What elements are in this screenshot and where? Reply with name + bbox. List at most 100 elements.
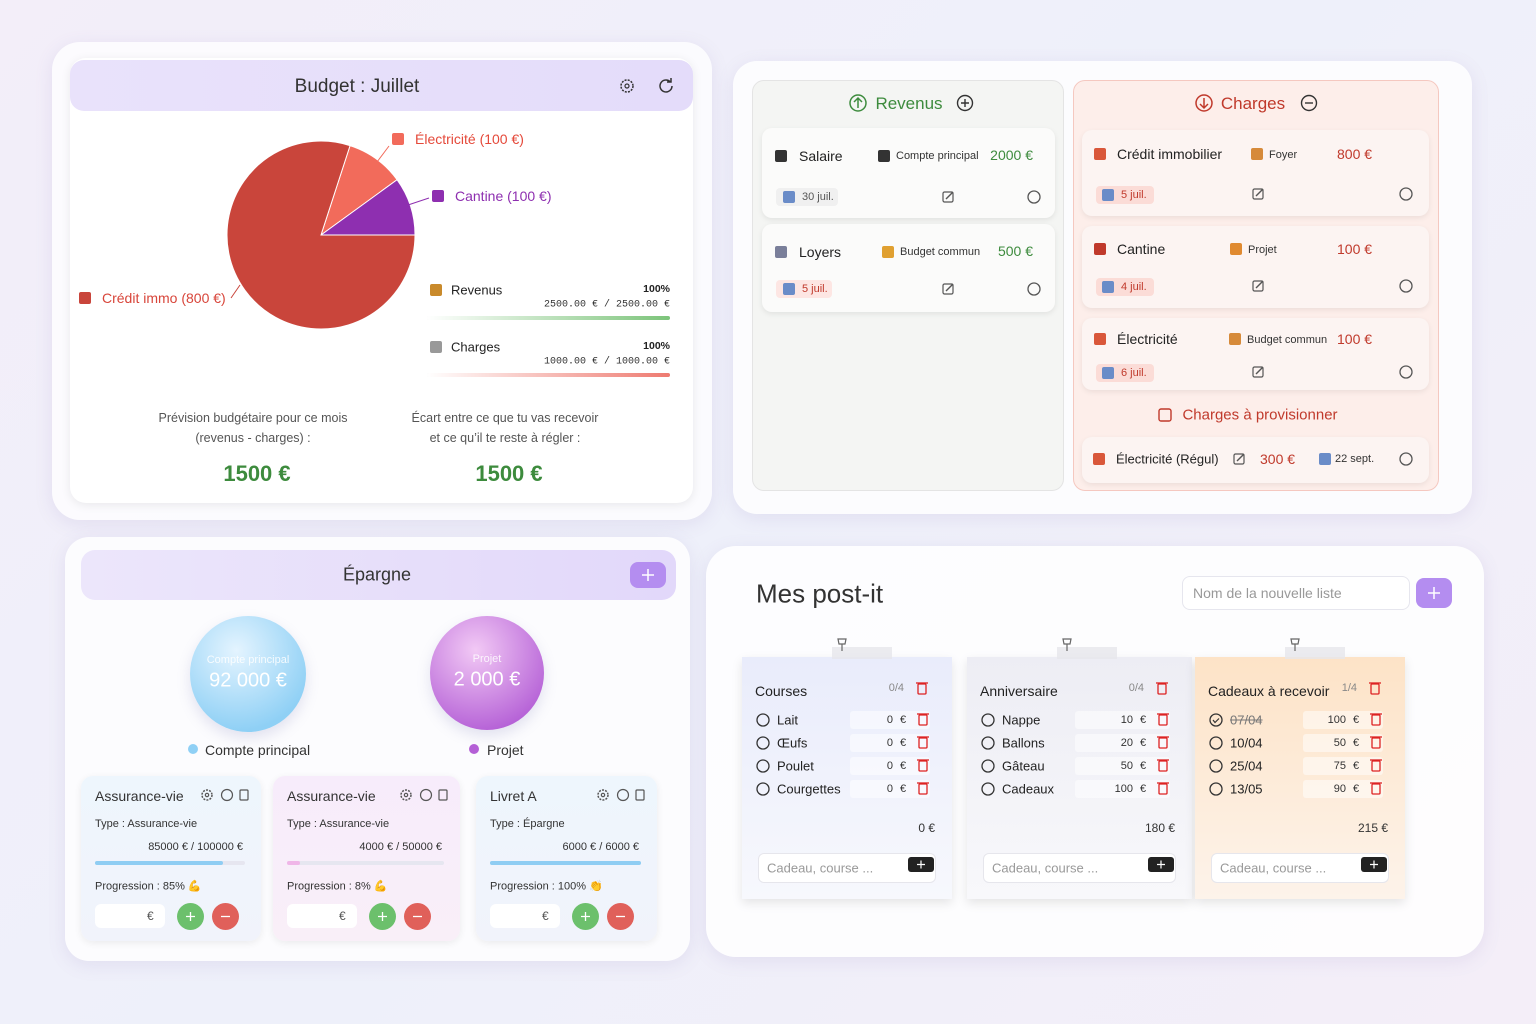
item-amount-field[interactable] — [1075, 780, 1170, 798]
epargne-header — [81, 550, 676, 600]
item-label: Cadeaux — [1002, 781, 1055, 797]
item-currency: € — [900, 737, 907, 749]
income-amount: 500 € — [997, 243, 1033, 259]
amount-input[interactable] — [95, 904, 165, 928]
new-list-button[interactable] — [1416, 578, 1452, 608]
item-add-button[interactable] — [1361, 857, 1387, 872]
item-amount-field[interactable] — [1075, 711, 1170, 729]
item-amount-field[interactable] — [1303, 757, 1383, 775]
charge-account: Projet — [1248, 244, 1277, 256]
item-label: 07/04 — [1230, 712, 1263, 728]
progress-name: Charges — [451, 339, 501, 355]
item-amount-field[interactable] — [850, 734, 930, 752]
item-currency: € — [1353, 783, 1360, 795]
savings-fill — [95, 861, 223, 865]
deposit-button[interactable] — [369, 903, 396, 930]
item-placeholder: Cadeau, course ... — [767, 860, 874, 876]
bubble-label: Compte principal — [206, 654, 290, 666]
item-amount: 50 — [1333, 737, 1346, 749]
budget-title: Budget : Juillet — [294, 76, 420, 97]
provision-date: 22 sept. — [1335, 453, 1375, 465]
item-currency: € — [1353, 737, 1360, 749]
charge-date: 4 juil. — [1121, 281, 1147, 293]
savings-name: Assurance-vie — [287, 788, 376, 804]
deposit-button[interactable] — [572, 903, 599, 930]
item-amount-field[interactable] — [1303, 780, 1383, 798]
charge-account: Foyer — [1269, 149, 1298, 161]
progress-percent: 100% — [643, 283, 670, 295]
bubble-label: Projet — [472, 653, 502, 665]
progress-percent: 100% — [643, 340, 670, 352]
charge-amount: 800 € — [1337, 146, 1373, 162]
postit-tape — [832, 647, 892, 659]
savings-amounts: 6000 € / 6000 € — [562, 841, 639, 853]
item-amount-field[interactable] — [1303, 734, 1383, 752]
item-amount: 20 — [1120, 737, 1133, 749]
withdraw-button[interactable] — [404, 903, 431, 930]
deposit-button[interactable] — [177, 903, 204, 930]
progress-fill — [427, 373, 670, 377]
pie-label: Crédit immo (800 €) — [102, 290, 226, 306]
progress-amount: 2500.00 € / 2500.00 € — [543, 299, 670, 311]
savings-name: Livret A — [490, 788, 537, 804]
progress-amount: 1000.00 € / 1000.00 € — [543, 356, 670, 368]
charge-date: 6 juil. — [1121, 367, 1147, 379]
item-amount-field[interactable] — [1303, 711, 1383, 729]
withdraw-button[interactable] — [212, 903, 239, 930]
charges-title: Charges — [1220, 94, 1286, 113]
list-name: Anniversaire — [980, 683, 1058, 699]
item-input[interactable] — [758, 853, 936, 883]
list-total: 0 € — [918, 821, 935, 835]
charge-account: Budget commun — [1247, 334, 1328, 346]
bubble-amount: 92 000 € — [209, 669, 287, 692]
list-count: 0/4 — [888, 682, 904, 694]
income-account: Compte principal — [896, 150, 979, 162]
income-card — [762, 224, 1055, 312]
item-amount-field[interactable] — [1075, 757, 1170, 775]
savings-fill — [287, 861, 300, 865]
new-list-placeholder: Nom de la nouvelle liste — [1193, 585, 1342, 601]
list-name: Cadeaux à recevoir — [1208, 683, 1330, 699]
item-currency: € — [1140, 783, 1147, 795]
savings-amounts: 4000 € / 50000 € — [359, 841, 442, 853]
item-add-button[interactable] — [1148, 857, 1174, 872]
bubble-amount: 2 000 € — [453, 668, 521, 691]
summary-text: (revenus - charges) : — [195, 431, 311, 445]
summary-text: et ce qu’il te reste à régler : — [429, 431, 581, 445]
progress-fill — [427, 316, 670, 320]
withdraw-button[interactable] — [607, 903, 634, 930]
item-label: Nappe — [1002, 712, 1041, 728]
item-amount-field[interactable] — [850, 711, 930, 729]
legend-label: Projet — [487, 742, 524, 758]
item-currency: € — [1353, 760, 1360, 772]
list-name: Courses — [755, 683, 808, 699]
postit-tape — [1285, 647, 1345, 659]
new-list-input[interactable] — [1182, 576, 1410, 610]
item-currency: € — [900, 760, 907, 772]
savings-progress: Progression : 8% 💪 — [287, 880, 388, 893]
revenus-title: Revenus — [875, 94, 943, 113]
pie-label: Électricité (100 €) — [415, 131, 524, 147]
budget-header — [70, 60, 693, 111]
item-input[interactable] — [983, 853, 1176, 883]
summary-text: Écart entre ce que tu vas recevoir — [411, 411, 599, 425]
charge-amount: 100 € — [1337, 241, 1373, 257]
list-total: 180 € — [1144, 821, 1175, 835]
item-input[interactable] — [1211, 853, 1389, 883]
item-amount-field[interactable] — [1075, 734, 1170, 752]
summary-amount: 1500 € — [475, 461, 543, 486]
list-total: 215 € — [1357, 821, 1388, 835]
add-button[interactable] — [630, 562, 666, 588]
item-amount: 0 — [886, 714, 893, 726]
amount-input[interactable] — [287, 904, 357, 928]
item-currency: € — [1140, 714, 1147, 726]
amount-input[interactable] — [490, 904, 560, 928]
item-amount: 0 — [886, 783, 893, 795]
item-currency: € — [1353, 714, 1360, 726]
item-amount-field[interactable] — [850, 757, 930, 775]
item-add-button[interactable] — [908, 857, 934, 872]
summary-amount: 1500 € — [223, 461, 291, 486]
account-bubble — [430, 616, 544, 730]
item-amount-field[interactable] — [850, 780, 930, 798]
